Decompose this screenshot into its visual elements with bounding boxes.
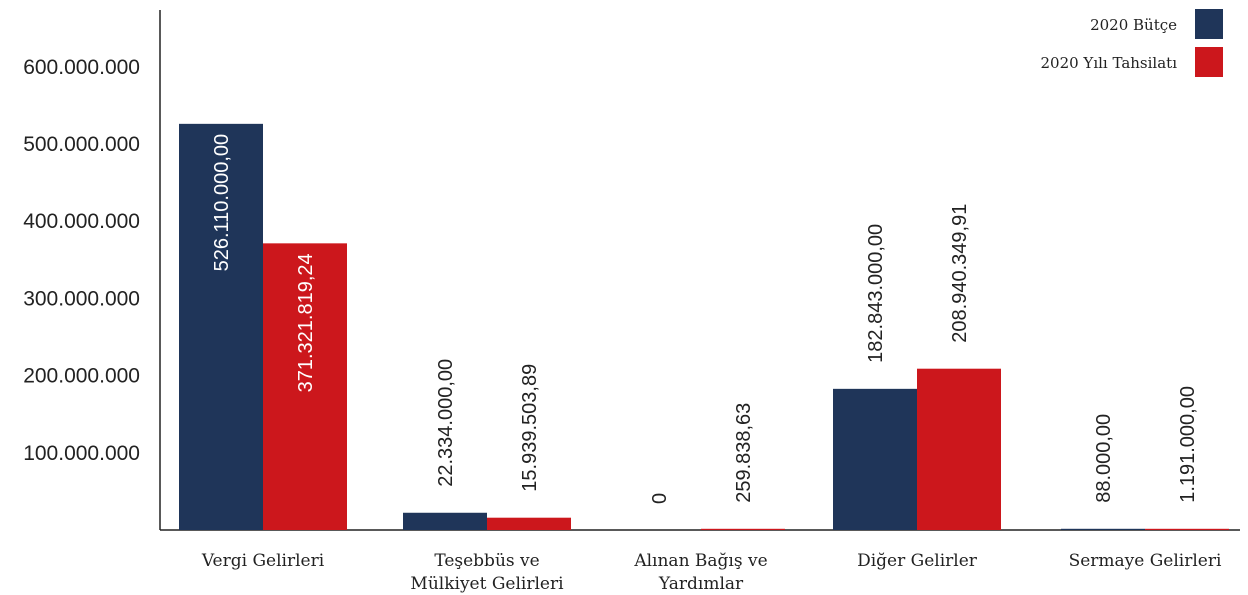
bar-collection xyxy=(1145,528,1229,530)
data-label: 15.939.503,89 xyxy=(519,364,541,492)
data-label: 182.843.000,00 xyxy=(865,224,887,363)
bar-budget xyxy=(179,123,263,530)
bar-collection xyxy=(263,243,347,531)
legend-label: 2020 Bütçe xyxy=(1090,16,1177,34)
data-label: 88.000,00 xyxy=(1093,414,1115,503)
bar-collection xyxy=(917,368,1001,530)
data-label: 208.940.349,91 xyxy=(949,204,971,343)
x-category-label: Vergi Gelirleri xyxy=(201,551,325,571)
data-label: 259.838,63 xyxy=(733,403,755,503)
bar-budget xyxy=(1061,528,1145,530)
bar-budget xyxy=(833,388,917,530)
data-label: 526.110.000,00 xyxy=(211,134,233,272)
y-tick-label: 500.000.000 xyxy=(23,133,140,156)
legend-swatch-budget xyxy=(1195,9,1223,39)
x-category-label: Mülkiyet Gelirleri xyxy=(410,574,564,594)
bar-collection xyxy=(487,517,571,530)
bar-collection xyxy=(701,528,785,530)
y-tick-label: 100.000.000 xyxy=(23,442,140,465)
data-label: 0 xyxy=(649,493,671,504)
y-tick-label: 400.000.000 xyxy=(23,210,140,233)
data-label: 22.334.000,00 xyxy=(435,359,457,487)
x-category-label: Sermaye Gelirleri xyxy=(1069,551,1222,571)
y-tick-label: 600.000.000 xyxy=(23,56,140,79)
x-category-label: Yardımlar xyxy=(658,574,744,594)
y-tick-label: 300.000.000 xyxy=(23,287,140,310)
data-label: 371.321.819,24 xyxy=(295,253,317,392)
bar-budget xyxy=(403,512,487,530)
legend-swatch-collection xyxy=(1195,47,1223,77)
x-category-label: Diğer Gelirler xyxy=(857,551,978,571)
x-category-label: Alınan Bağış ve xyxy=(633,551,767,571)
data-label: 1.191.000,00 xyxy=(1177,386,1199,503)
legend-label: 2020 Yılı Tahsilatı xyxy=(1040,54,1177,72)
x-category-label: Teşebbüs ve xyxy=(434,551,539,571)
y-tick-label: 200.000.000 xyxy=(23,365,140,388)
